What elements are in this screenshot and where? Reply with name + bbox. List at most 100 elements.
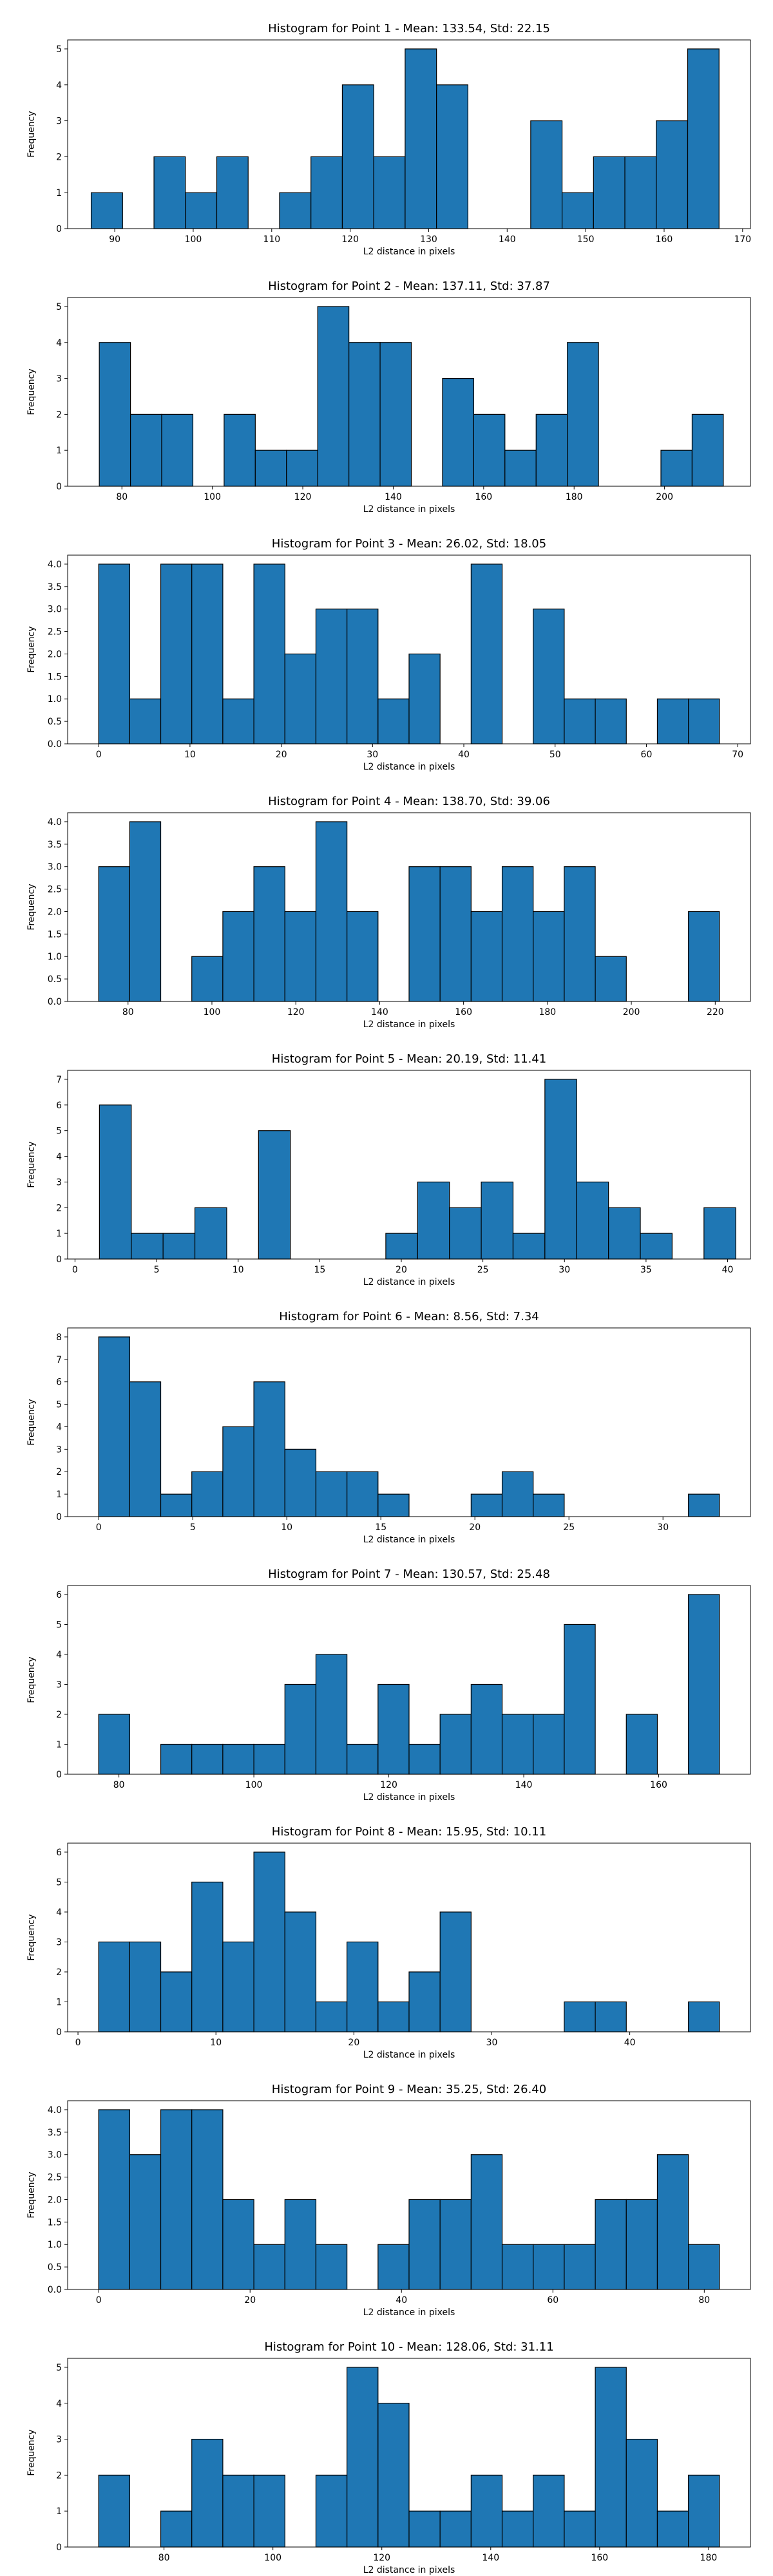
x-tick-label: 120 [294, 492, 312, 502]
histogram-bar [315, 2001, 348, 2032]
histogram-bar [99, 342, 131, 487]
y-tick-label: 0 [56, 224, 62, 234]
x-tick-label: 25 [477, 1265, 489, 1275]
y-tick-label: 5 [56, 302, 62, 312]
x-tick-label: 80 [698, 2295, 710, 2306]
histogram-bar [564, 2001, 596, 2032]
chart-title: Histogram for Point 6 - Mean: 8.56, Std:… [279, 1310, 539, 1323]
histogram-bar [473, 413, 506, 487]
x-tick-label: 120 [373, 2553, 390, 2563]
histogram-bar [533, 2244, 565, 2290]
y-tick-label: 3 [56, 1680, 62, 1690]
x-tick-label: 30 [367, 750, 378, 760]
y-tick-label: 0 [56, 2027, 62, 2038]
histogram-panel-6: Histogram for Point 6 - Mean: 8.56, Std:… [26, 1310, 751, 1545]
histogram-bar [347, 911, 379, 1002]
histogram-bar [315, 1654, 348, 1775]
y-axis-label: Frequency [26, 884, 37, 930]
x-tick-label: 40 [624, 2038, 636, 2048]
histogram-bar [258, 1130, 291, 1260]
x-tick-label: 140 [371, 1007, 388, 1018]
histogram-bar [408, 866, 441, 1002]
histogram-bar [347, 1471, 379, 1517]
y-axis-label: Frequency [26, 1399, 37, 1445]
x-tick-label: 180 [700, 2553, 718, 2563]
y-tick-label: 1 [56, 1739, 62, 1750]
histogram-bar [160, 1493, 193, 1517]
y-tick-label: 2 [56, 2470, 62, 2481]
histogram-bar [254, 450, 287, 487]
histogram-bar [129, 821, 162, 1002]
histogram-bar [501, 866, 534, 1002]
histogram-bar [512, 1233, 546, 1260]
histogram-bar [576, 1181, 609, 1260]
y-tick-label: 6 [56, 1101, 62, 1111]
histogram-bar [253, 1381, 285, 1517]
y-tick-label: 7 [56, 1075, 62, 1085]
x-tick-label: 20 [244, 2295, 256, 2306]
histogram-bar [377, 2001, 410, 2032]
histogram-bar [162, 1233, 196, 1260]
y-tick-label: 2.0 [48, 2195, 62, 2205]
x-tick-label: 140 [515, 1780, 533, 1790]
histogram-bar [191, 1471, 224, 1517]
y-axis-label: Frequency [26, 1914, 37, 1960]
y-tick-label: 5 [56, 1877, 62, 1888]
histogram-bar [377, 1683, 410, 1775]
histogram-bar [185, 192, 218, 229]
y-tick-label: 4 [56, 1908, 62, 1918]
x-tick-label: 110 [263, 234, 280, 245]
y-tick-label: 7 [56, 1355, 62, 1365]
y-tick-label: 1.0 [48, 952, 62, 962]
histogram-panel-8: Histogram for Point 8 - Mean: 15.95, Std… [26, 1825, 751, 2060]
x-tick-label: 60 [641, 750, 653, 760]
histogram-bar [216, 156, 249, 229]
histogram-bar [470, 1493, 503, 1517]
chart-title: Histogram for Point 4 - Mean: 138.70, St… [268, 795, 550, 808]
histogram-bar [595, 956, 627, 1002]
histogram-bar [317, 306, 350, 487]
histogram-bar [640, 1233, 673, 1260]
y-tick-label: 5 [56, 1400, 62, 1410]
y-tick-label: 1 [56, 446, 62, 456]
x-tick-label: 40 [396, 2295, 407, 2306]
x-axis-label: L2 distance in pixels [363, 247, 455, 257]
y-tick-label: 4.0 [48, 560, 62, 570]
histogram-bar [347, 609, 379, 744]
histogram-bar [481, 1181, 514, 1260]
x-tick-label: 150 [577, 234, 595, 245]
histogram-bar [504, 450, 537, 487]
histogram-bar [284, 1683, 317, 1775]
histogram-bar [688, 2001, 720, 2032]
histogram-bar [470, 1683, 503, 1775]
histogram-bar [98, 2474, 130, 2548]
histogram-bar [379, 342, 412, 487]
x-tick-label: 120 [341, 234, 359, 245]
y-axis-label: Frequency [26, 626, 37, 672]
histogram-bar [98, 1336, 130, 1517]
axes-frame [67, 1327, 751, 1517]
axes-frame [67, 1070, 751, 1260]
y-tick-label: 0.0 [48, 997, 62, 1007]
histogram-bar [98, 1941, 130, 2032]
y-tick-label: 1.5 [48, 929, 62, 940]
histogram-bar [656, 698, 689, 744]
histogram-bar [544, 1079, 577, 1260]
histogram-panel-1: Histogram for Point 1 - Mean: 133.54, St… [26, 22, 751, 257]
y-tick-label: 4 [56, 2399, 62, 2409]
y-tick-label: 2.5 [48, 2173, 62, 2183]
histogram-bar [535, 413, 568, 487]
histogram-panel-7: Histogram for Point 7 - Mean: 130.57, St… [26, 1567, 751, 1803]
y-tick-label: 2 [56, 1710, 62, 1720]
histogram-bar [284, 1911, 317, 2032]
histogram-bar [222, 1426, 254, 1517]
y-tick-label: 4 [56, 1650, 62, 1660]
histogram-bar [377, 2244, 410, 2290]
histogram-bar [222, 2474, 254, 2548]
x-tick-label: 160 [656, 234, 673, 245]
y-tick-label: 1.0 [48, 2240, 62, 2250]
axes-frame [67, 1842, 751, 2032]
histogram-bar [222, 1941, 254, 2032]
histogram-bar [222, 698, 254, 744]
y-tick-label: 1.5 [48, 2217, 62, 2228]
